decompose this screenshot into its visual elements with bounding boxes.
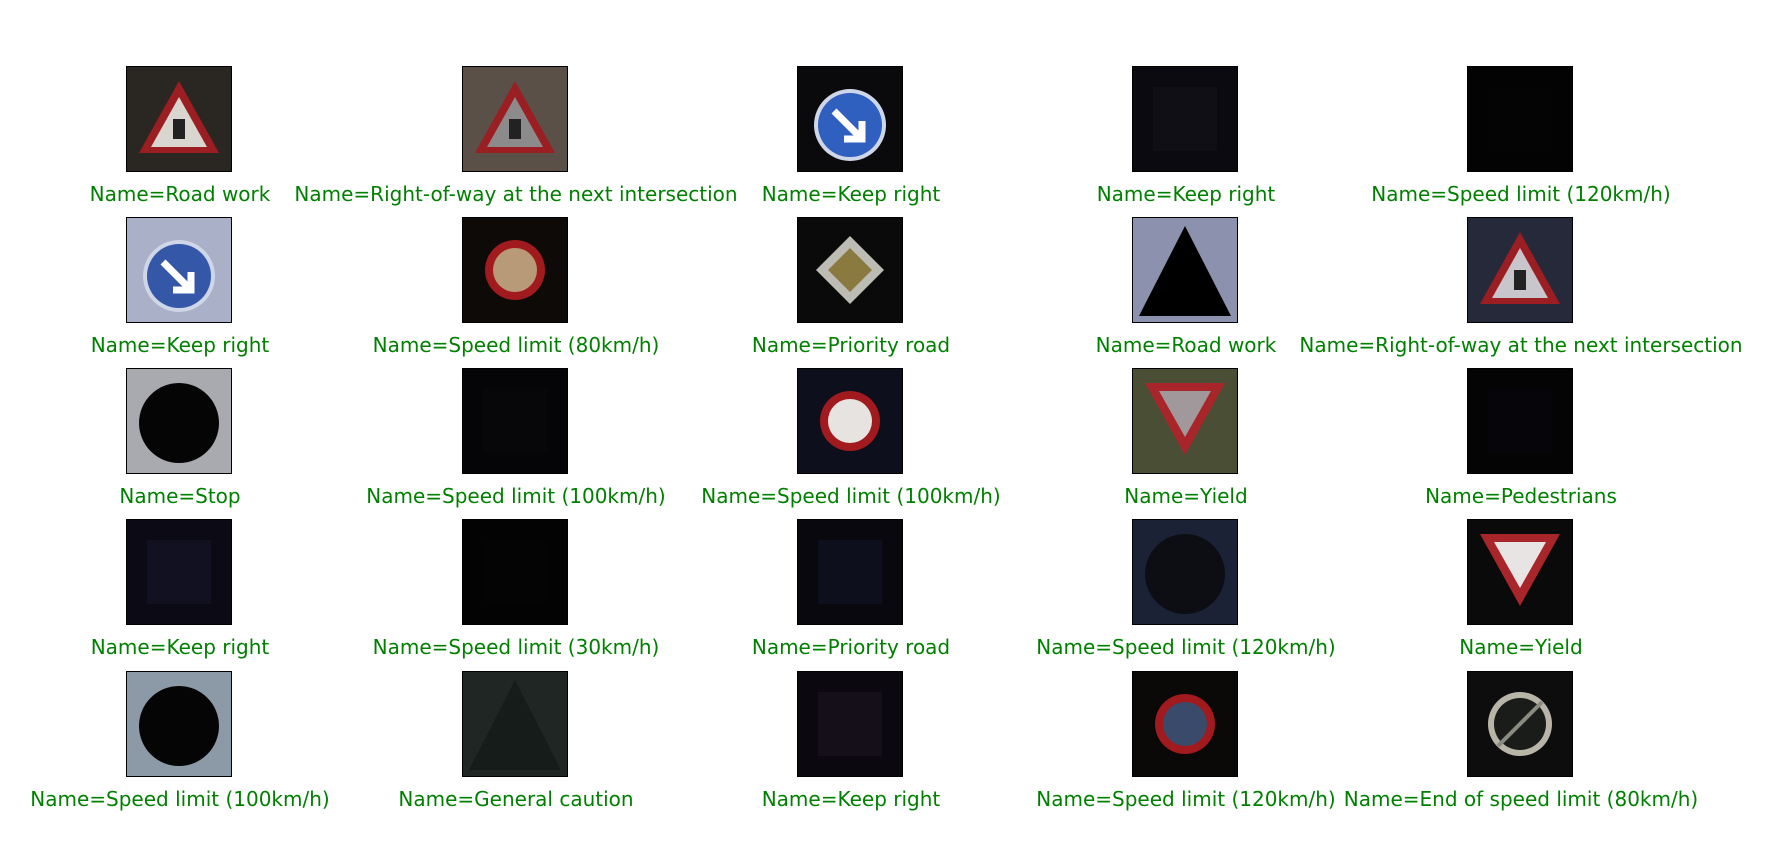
traffic-sign-image: [1132, 66, 1238, 172]
image-cell: Name=Keep right: [10, 519, 350, 669]
image-cell: Name=Road work: [10, 66, 350, 216]
image-cell: Name=Priority road: [681, 217, 1021, 367]
traffic-sign-image: [797, 671, 903, 777]
image-caption: Name=Keep right: [761, 182, 941, 206]
image-cell: Name=Pedestrians: [1351, 368, 1691, 518]
image-cell: Name=Speed limit (30km/h): [346, 519, 686, 669]
image-cell: Name=General caution: [346, 671, 686, 821]
traffic-sign-image: [126, 368, 232, 474]
traffic-sign-image: [462, 217, 568, 323]
traffic-sign-image: [1467, 671, 1573, 777]
traffic-sign-image: [1467, 66, 1573, 172]
image-caption: Name=Yield: [1459, 635, 1583, 659]
traffic-sign-image: [797, 368, 903, 474]
traffic-sign-image: [1467, 368, 1573, 474]
image-cell: Name=Speed limit (100km/h): [10, 671, 350, 821]
image-cell: Name=Speed limit (120km/h): [1351, 66, 1691, 216]
image-caption: Name=Road work: [1095, 333, 1277, 357]
traffic-sign-image: [1132, 671, 1238, 777]
traffic-sign-image: [462, 66, 568, 172]
image-caption: Name=Right-of-way at the next intersecti…: [1299, 333, 1743, 357]
image-caption: Name=Keep right: [90, 635, 270, 659]
image-cell: Name=Right-of-way at the next intersecti…: [294, 66, 738, 216]
traffic-sign-image: [126, 66, 232, 172]
image-cell: Name=Yield: [1016, 368, 1356, 518]
image-cell: Name=Right-of-way at the next intersecti…: [1299, 217, 1743, 367]
image-caption: Name=Road work: [89, 182, 271, 206]
image-caption: Name=Keep right: [90, 333, 270, 357]
traffic-sign-image: [1132, 217, 1238, 323]
image-cell: Name=End of speed limit (80km/h): [1344, 671, 1698, 821]
image-caption: Name=Speed limit (100km/h): [701, 484, 1001, 508]
traffic-sign-image: [1467, 217, 1573, 323]
traffic-sign-image: [797, 217, 903, 323]
traffic-sign-image: [462, 368, 568, 474]
traffic-sign-image: [126, 671, 232, 777]
image-cell: Name=Speed limit (100km/h): [681, 368, 1021, 518]
traffic-sign-image: [797, 66, 903, 172]
image-caption: Name=General caution: [398, 787, 634, 811]
image-caption: Name=Speed limit (120km/h): [1371, 182, 1671, 206]
traffic-sign-image: [462, 519, 568, 625]
image-cell: Name=Keep right: [1016, 66, 1356, 216]
image-cell: Name=Stop: [10, 368, 350, 518]
image-caption: Name=Speed limit (30km/h): [372, 635, 660, 659]
image-caption: Name=Keep right: [761, 787, 941, 811]
image-caption: Name=Speed limit (100km/h): [30, 787, 330, 811]
image-caption: Name=Speed limit (120km/h): [1036, 787, 1336, 811]
image-caption: Name=Speed limit (100km/h): [366, 484, 666, 508]
image-cell: Name=Speed limit (100km/h): [346, 368, 686, 518]
traffic-sign-image: [462, 671, 568, 777]
image-caption: Name=Yield: [1124, 484, 1248, 508]
traffic-sign-image: [797, 519, 903, 625]
traffic-sign-image: [126, 217, 232, 323]
image-caption: Name=Pedestrians: [1425, 484, 1617, 508]
image-cell: Name=Speed limit (120km/h): [1016, 671, 1356, 821]
image-caption: Name=Priority road: [751, 333, 951, 357]
image-cell: Name=Keep right: [681, 66, 1021, 216]
image-cell: Name=Priority road: [681, 519, 1021, 669]
image-caption: Name=Right-of-way at the next intersecti…: [294, 182, 738, 206]
image-caption: Name=Priority road: [751, 635, 951, 659]
image-cell: Name=Road work: [1016, 217, 1356, 367]
image-cell: Name=Speed limit (120km/h): [1016, 519, 1356, 669]
traffic-sign-image: [1132, 368, 1238, 474]
image-cell: Name=Yield: [1351, 519, 1691, 669]
image-caption: Name=End of speed limit (80km/h): [1343, 787, 1699, 811]
traffic-sign-image: [126, 519, 232, 625]
traffic-sign-image: [1467, 519, 1573, 625]
image-cell: Name=Keep right: [681, 671, 1021, 821]
image-caption: Name=Stop: [119, 484, 241, 508]
traffic-sign-image: [1132, 519, 1238, 625]
image-caption: Name=Keep right: [1096, 182, 1276, 206]
image-cell: Name=Keep right: [10, 217, 350, 367]
image-cell: Name=Speed limit (80km/h): [346, 217, 686, 367]
image-caption: Name=Speed limit (120km/h): [1036, 635, 1336, 659]
image-caption: Name=Speed limit (80km/h): [372, 333, 660, 357]
